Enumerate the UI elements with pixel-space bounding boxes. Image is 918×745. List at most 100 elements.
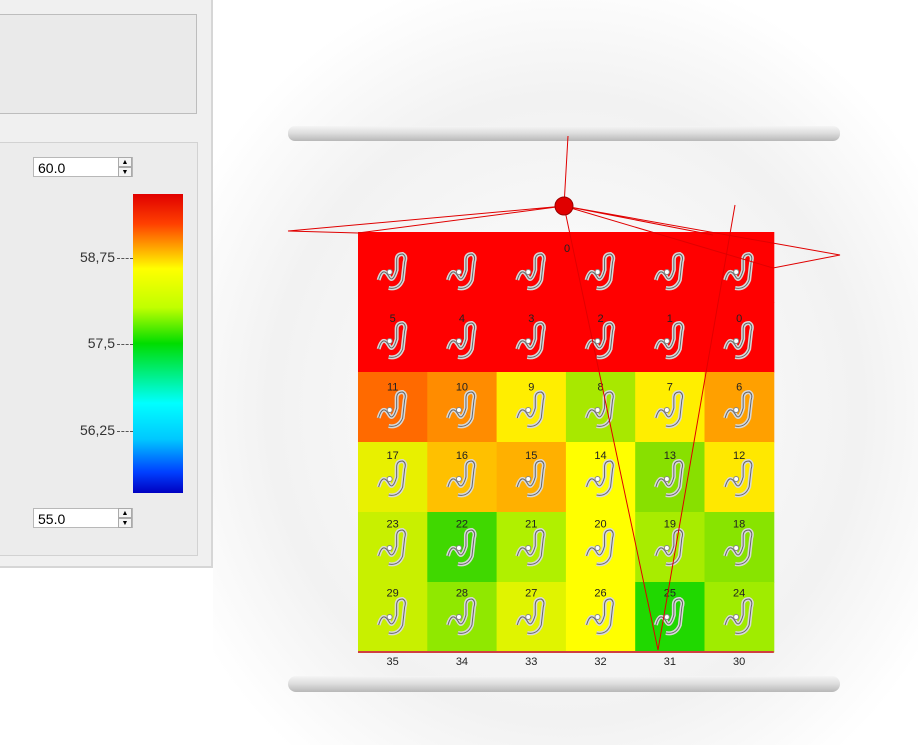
hanger-pin bbox=[525, 269, 532, 275]
hanger-pin bbox=[386, 545, 393, 551]
node-label: 4 bbox=[459, 313, 465, 325]
node-label: 20 bbox=[594, 519, 606, 531]
hanger-pin bbox=[455, 338, 462, 344]
heat-cell bbox=[427, 582, 498, 653]
node-label: 0 bbox=[736, 313, 742, 325]
hanger-outline bbox=[724, 529, 753, 565]
spin-down[interactable]: ▼ bbox=[118, 518, 132, 528]
node-label: 12 bbox=[733, 450, 745, 462]
hanger-pin bbox=[663, 269, 670, 275]
node-label: 5 bbox=[390, 313, 396, 325]
heat-cell bbox=[704, 372, 775, 443]
node-label: 23 bbox=[387, 519, 399, 531]
heat-cell bbox=[358, 582, 428, 653]
hanger-outline bbox=[447, 253, 476, 289]
hanger-pin bbox=[525, 476, 532, 482]
hanger-pin bbox=[386, 476, 393, 482]
spin-up[interactable]: ▲ bbox=[118, 157, 132, 167]
node-label: 11 bbox=[387, 382, 398, 394]
hanger-pin bbox=[594, 476, 601, 482]
hanger-pin bbox=[455, 614, 462, 620]
hanger-outline bbox=[724, 253, 753, 289]
node-label: 8 bbox=[597, 382, 603, 394]
heat-cell bbox=[427, 372, 498, 443]
hanger-pin bbox=[455, 269, 462, 275]
node-label: 16 bbox=[456, 450, 468, 462]
node-label: 21 bbox=[525, 519, 537, 531]
node-label: 14 bbox=[594, 450, 606, 462]
node-label: 30 bbox=[733, 656, 745, 668]
node-label: 24 bbox=[733, 587, 745, 599]
hanger-outline bbox=[586, 529, 614, 565]
node-label: 9 bbox=[528, 382, 534, 394]
heat-cell bbox=[704, 582, 775, 653]
legend-dash bbox=[117, 344, 133, 345]
preview-box bbox=[0, 14, 197, 114]
node-label: 10 bbox=[456, 382, 468, 394]
node-label: 6 bbox=[736, 382, 742, 394]
spin-up[interactable]: ▲ bbox=[118, 508, 132, 518]
hanger-pin bbox=[733, 338, 740, 344]
heat-cell bbox=[565, 442, 636, 513]
hanger-pin bbox=[594, 269, 601, 275]
hanger-outline bbox=[378, 598, 406, 634]
heat-cell bbox=[635, 582, 705, 653]
hanger-pin bbox=[455, 407, 462, 413]
hanger-outline bbox=[447, 598, 476, 634]
heat-cell bbox=[496, 582, 567, 653]
settings-panel: 60.0 ▲ ▼ 58,75 57,5 56,25 55.0 ▲ ▼ bbox=[0, 0, 213, 568]
heat-cell bbox=[635, 442, 705, 513]
node-label: 32 bbox=[594, 656, 606, 668]
hanger-pin bbox=[594, 545, 601, 551]
hanger-outline bbox=[447, 460, 476, 496]
heat-cell bbox=[427, 232, 498, 303]
heat-cell bbox=[565, 302, 636, 373]
hanger-pin bbox=[733, 545, 740, 551]
hanger-pin bbox=[386, 614, 393, 620]
min-input[interactable]: 55.0 bbox=[33, 508, 133, 528]
color-bar bbox=[133, 194, 183, 493]
heat-cell bbox=[358, 442, 428, 513]
node-label: 2 bbox=[597, 313, 603, 325]
heat-cell bbox=[496, 302, 567, 373]
node-label: 34 bbox=[456, 656, 468, 668]
node-label: 29 bbox=[387, 587, 399, 599]
heat-cell bbox=[358, 302, 428, 373]
hanger-outline bbox=[516, 598, 545, 634]
heat-cell bbox=[358, 232, 428, 303]
heat-cell bbox=[635, 232, 705, 303]
node-label: 17 bbox=[387, 450, 399, 462]
hanger-outline bbox=[724, 460, 753, 496]
hanger-pin bbox=[386, 269, 393, 275]
hanger-outline bbox=[516, 391, 545, 427]
hanger-pin bbox=[733, 269, 740, 275]
hanger-pin bbox=[663, 614, 670, 620]
node-label: 33 bbox=[525, 656, 537, 668]
heat-cell bbox=[496, 442, 567, 513]
hanger-pin bbox=[525, 407, 532, 413]
hanger-outline bbox=[655, 598, 684, 634]
rod bbox=[288, 676, 840, 692]
hanger-outline bbox=[655, 460, 684, 496]
heat-cell bbox=[565, 232, 636, 303]
node-label: 35 bbox=[387, 656, 399, 668]
hanger-outline bbox=[586, 598, 614, 634]
hanger-outline bbox=[516, 460, 545, 496]
node-label: 15 bbox=[525, 450, 537, 462]
hanger-outline bbox=[586, 322, 614, 358]
node-label: 26 bbox=[594, 587, 606, 599]
hanger-outline bbox=[516, 253, 545, 289]
heat-cell bbox=[565, 372, 636, 443]
hanger-pin bbox=[663, 545, 670, 551]
heat-cell bbox=[496, 232, 567, 303]
hanger-pin bbox=[594, 338, 601, 344]
hanger-outline bbox=[516, 529, 545, 565]
max-input[interactable]: 60.0 bbox=[33, 157, 133, 177]
hanger-pin bbox=[386, 407, 393, 413]
node-label: 18 bbox=[733, 519, 745, 531]
hanger-outline bbox=[724, 598, 753, 634]
legend-label: 57,5 bbox=[87, 335, 115, 351]
spin-down[interactable]: ▼ bbox=[118, 167, 132, 177]
node-label: 25 bbox=[664, 587, 676, 599]
